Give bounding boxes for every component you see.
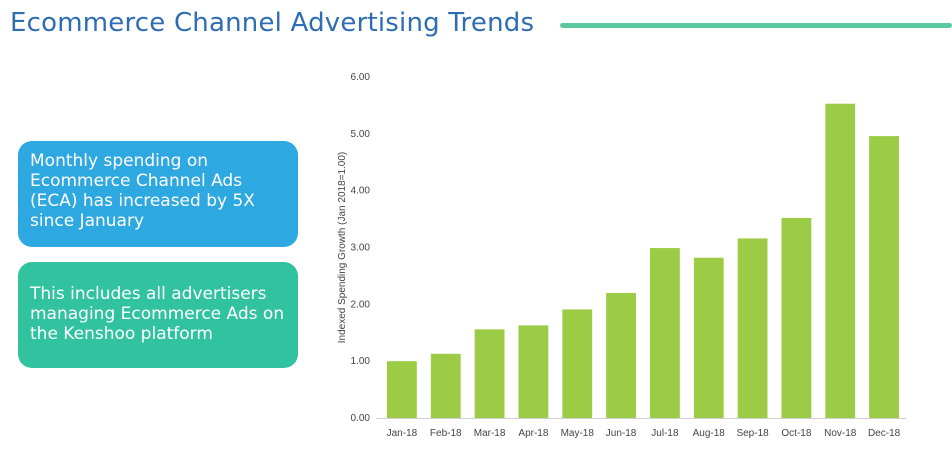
x-tick-label: Aug-18 — [693, 428, 726, 439]
x-tick-label: Jul-18 — [651, 428, 679, 439]
y-axis-title: Indexed Spending Growth (Jan 2018=1.00) — [337, 152, 348, 344]
y-tick-label: 5.00 — [351, 129, 371, 140]
page-title: Ecommerce Channel Advertising Trends — [10, 8, 535, 38]
x-tick-label: Dec-18 — [868, 428, 901, 439]
x-tick-label: Oct-18 — [781, 428, 811, 439]
bars — [387, 103, 899, 418]
bar-apr-18 — [518, 325, 549, 418]
x-axis-ticks: Jan-18 Feb-18 Mar-18 Apr-18 May-18 Jun-18 Jul-… — [387, 428, 901, 439]
x-tick-label: May-18 — [561, 428, 595, 439]
bar-may-18 — [562, 309, 593, 418]
x-tick-label: Mar-18 — [474, 428, 506, 439]
y-tick-label: 2.00 — [351, 299, 371, 310]
bar-oct-18 — [781, 217, 812, 418]
bar-jun-18 — [606, 292, 636, 418]
y-tick-label: 1.00 — [351, 356, 371, 367]
x-tick-label: Nov-18 — [824, 428, 857, 439]
x-tick-label: Sep-18 — [736, 428, 769, 439]
callout-advertisers-scope: This includes all advertisers managing E… — [18, 262, 298, 368]
y-tick-label: 4.00 — [351, 186, 371, 197]
x-tick-label: Apr-18 — [518, 428, 548, 439]
bar-nov-18 — [825, 103, 856, 418]
bar-feb-18 — [430, 353, 461, 418]
x-tick-label: Feb-18 — [430, 428, 462, 439]
bar-mar-18 — [474, 329, 505, 418]
title-accent-rule — [560, 23, 952, 28]
x-tick-label: Jan-18 — [387, 428, 418, 439]
bar-jan-18 — [387, 361, 417, 418]
bar-sep-18 — [737, 238, 768, 418]
bar-jul-18 — [650, 248, 680, 418]
callout-spending-growth: Monthly spending on Ecommerce Channel Ad… — [18, 141, 298, 247]
bar-dec-18 — [869, 136, 899, 418]
y-tick-label: 6.00 — [351, 72, 371, 83]
y-axis-ticks: 0.00 1.00 2.00 3.00 4.00 5.00 6.00 — [351, 72, 371, 424]
bar-aug-18 — [693, 257, 724, 418]
x-tick-label: Jun-18 — [606, 428, 637, 439]
spending-growth-chart: 0.00 1.00 2.00 3.00 4.00 5.00 6.00 Jan-18 Feb-1… — [337, 72, 906, 439]
y-tick-label: 0.00 — [351, 413, 371, 424]
y-tick-label: 3.00 — [351, 243, 371, 254]
